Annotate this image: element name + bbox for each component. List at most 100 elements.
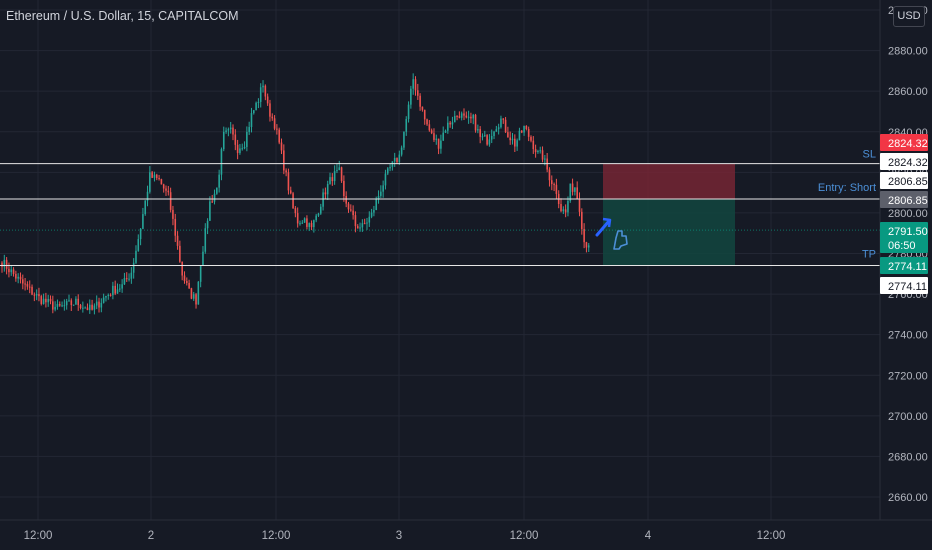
candle-body	[347, 203, 350, 210]
candle-body	[8, 268, 10, 273]
candle-body	[114, 285, 116, 294]
candle-body	[497, 127, 500, 130]
candle-body	[585, 242, 588, 248]
candle-body	[380, 191, 382, 196]
candle-body	[514, 138, 516, 147]
candle-body	[190, 288, 193, 299]
candle-body	[285, 170, 287, 173]
candle-body	[264, 85, 267, 97]
candle-body	[139, 228, 142, 240]
candle-body	[278, 129, 280, 143]
candle-body	[507, 132, 509, 138]
candle-body	[209, 201, 211, 221]
entry-line-tag	[880, 172, 928, 189]
candle-body	[206, 220, 209, 229]
candle-body	[70, 300, 73, 306]
candle-body	[541, 150, 544, 160]
candle-body	[470, 116, 472, 119]
candle-body	[167, 190, 170, 193]
candle-body	[86, 307, 89, 311]
arrowhead-icon[interactable]	[602, 217, 612, 228]
candle-body	[202, 251, 204, 266]
candle-body	[435, 138, 438, 140]
candle-body	[389, 166, 391, 169]
candle-body	[548, 169, 551, 181]
candle-body	[474, 114, 477, 131]
candle-body	[447, 122, 449, 131]
x-tick-label: 12:00	[24, 530, 53, 542]
candle-body	[352, 210, 354, 216]
candle-body	[555, 184, 558, 194]
candle-body	[181, 261, 183, 276]
candle-body	[91, 304, 93, 310]
candle-body	[225, 130, 227, 132]
candle-body	[523, 125, 525, 133]
candle-body	[458, 116, 461, 118]
candle-body	[338, 167, 341, 171]
grid	[0, 0, 880, 520]
candle-body	[135, 250, 137, 263]
candle-body	[571, 183, 574, 192]
take-profit-zone	[603, 199, 735, 266]
arrow-icon[interactable]	[595, 219, 611, 237]
tp-line-tag-text: 2774.11	[888, 281, 927, 293]
candle-body	[407, 104, 410, 119]
candle-body	[271, 116, 274, 119]
y-tick-label: 2660.00	[888, 492, 928, 504]
y-tick-label: 2700.00	[888, 411, 928, 423]
candle-body	[479, 129, 481, 137]
candle-body	[84, 307, 86, 309]
candle-body	[119, 288, 121, 290]
candle-body	[289, 190, 292, 194]
candle-body	[49, 298, 52, 302]
candle-body	[350, 209, 352, 211]
y-tick-label: 2800.00	[888, 208, 928, 220]
candle-body	[393, 157, 396, 162]
candle-body	[220, 149, 223, 175]
currency-button[interactable]: USD	[893, 6, 925, 27]
candle-body	[564, 209, 567, 213]
candle-body	[243, 146, 246, 149]
candle-body	[47, 298, 49, 303]
candle-body	[511, 138, 514, 141]
candle-body	[65, 301, 68, 306]
candle-body	[292, 193, 294, 209]
time-axis[interactable]: 12:00 2 12:00 3 12:00 4 12:00	[0, 519, 932, 542]
candle-body	[525, 125, 528, 129]
candle-body	[68, 300, 70, 302]
x-tick-label: 3	[396, 530, 402, 542]
candle-body	[463, 113, 465, 116]
annotations[interactable]	[595, 217, 628, 250]
candle-body	[516, 140, 518, 147]
candle-body	[324, 192, 327, 195]
candle-body	[550, 180, 553, 185]
candle-body	[262, 85, 264, 88]
candle-body	[137, 239, 140, 251]
candle-body	[368, 216, 371, 223]
candle-body	[400, 147, 403, 155]
candle-body	[33, 294, 36, 296]
sl-line-label: SL	[863, 149, 876, 161]
hand-drawing-icon[interactable]	[613, 230, 628, 250]
candle-body	[3, 259, 6, 267]
candle-body	[520, 130, 523, 133]
x-tick-label: 4	[645, 530, 652, 542]
candle-body	[52, 301, 54, 310]
candle-body	[472, 114, 475, 119]
candle-body	[303, 218, 306, 223]
candle-body	[361, 223, 364, 228]
candle-body	[502, 118, 505, 120]
candle-body	[391, 161, 394, 167]
candle-body	[149, 172, 151, 192]
candle-body	[269, 103, 271, 117]
candle-body	[169, 192, 172, 210]
candle-body	[121, 284, 123, 289]
candle-body	[179, 245, 181, 262]
candle-body	[259, 87, 262, 102]
candle-body	[412, 79, 414, 89]
candle-body	[63, 305, 66, 307]
candle-body	[105, 296, 107, 298]
entry-price-tag-text: 2806.85	[888, 195, 928, 207]
stop-loss-zone	[603, 163, 735, 200]
